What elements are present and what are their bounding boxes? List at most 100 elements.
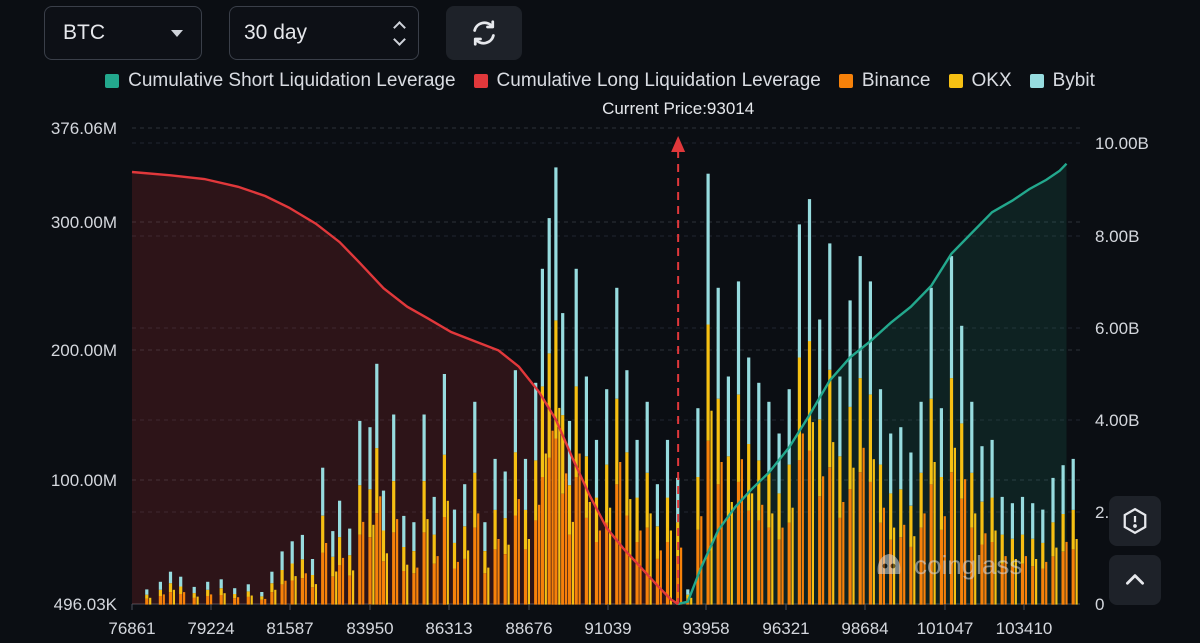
bar-binance (362, 521, 365, 605)
bar-binance (192, 597, 196, 605)
settings-button[interactable] (1109, 496, 1161, 546)
y-left-tick-label: 200.00M (51, 341, 117, 360)
bar-binance (1010, 566, 1014, 605)
bar-binance (381, 561, 386, 605)
bar-binance (933, 462, 936, 605)
bar-okx (422, 481, 426, 533)
bar-binance (970, 527, 974, 605)
bar-bybit (1031, 503, 1035, 539)
bar-binance (594, 542, 599, 605)
bar-okx (1071, 509, 1075, 550)
refresh-button[interactable] (446, 6, 522, 60)
bar-okx (442, 454, 446, 517)
bar-binance (1000, 563, 1004, 605)
bar-okx (547, 353, 551, 458)
legend-label-bybit: Bybit (1052, 70, 1095, 91)
legend-label-short: Cumulative Short Liquidation Leverage (128, 70, 456, 91)
bar-binance (797, 460, 801, 605)
legend-item-long[interactable]: Cumulative Long Liquidation Leverage (473, 70, 821, 92)
legend-item-binance[interactable]: Binance (838, 70, 931, 92)
bar-binance (747, 510, 751, 605)
legend-item-short[interactable]: Cumulative Short Liquidation Leverage (105, 70, 456, 92)
bar-bybit (270, 571, 274, 584)
bar-binance (659, 550, 662, 605)
bar-bybit (473, 401, 477, 473)
settings-icon (1123, 507, 1147, 535)
refresh-icon (473, 20, 495, 46)
bar-okx (503, 518, 507, 554)
bar-binance (609, 507, 612, 605)
bar-binance (680, 547, 683, 605)
bar-okx (625, 452, 629, 516)
bar-okx (828, 369, 832, 468)
bar-okx (899, 489, 903, 538)
bar-bybit (625, 370, 629, 453)
bar-okx (676, 522, 680, 557)
bar-binance (1004, 556, 1007, 605)
bar-bybit (767, 401, 771, 473)
bar-binance (456, 561, 459, 605)
symbol-select[interactable]: BTC (44, 6, 202, 60)
bar-binance (1071, 549, 1075, 605)
bar-binance (669, 530, 672, 605)
bar-okx (158, 589, 162, 596)
bar-binance (615, 484, 619, 605)
bar-bybit (594, 439, 599, 498)
bar-binance (598, 530, 601, 605)
bar-binance (872, 459, 875, 605)
x-tick-label: 91039 (584, 619, 631, 638)
bar-binance (270, 592, 274, 605)
bar-bybit (828, 243, 832, 370)
period-select[interactable]: 30 day (229, 6, 419, 60)
bar-bybit (513, 370, 517, 453)
bar-binance (284, 580, 287, 605)
bar-okx (1031, 538, 1035, 567)
legend-swatch-short (105, 74, 120, 88)
x-tick-label: 83950 (346, 619, 393, 638)
bar-bybit (206, 581, 210, 590)
bar-binance (338, 565, 342, 605)
bar-okx (797, 357, 801, 461)
bar-okx (463, 526, 467, 559)
bar-bybit (280, 551, 284, 570)
bar-binance (736, 481, 741, 605)
bar-bybit (348, 528, 352, 556)
bar-binance (578, 453, 581, 605)
bar-okx (767, 472, 771, 528)
bar-okx (233, 593, 237, 599)
symbol-select-value: BTC (63, 21, 105, 44)
bar-bybit (412, 522, 416, 551)
scroll-top-button[interactable] (1109, 555, 1161, 605)
bar-binance (1075, 539, 1078, 605)
legend-item-bybit[interactable]: Bybit (1029, 70, 1095, 92)
bar-okx (554, 320, 558, 439)
bar-bybit (970, 401, 974, 473)
bar-binance (280, 584, 284, 605)
bar-binance (852, 467, 855, 605)
bar-binance (158, 596, 162, 605)
legend-item-okx[interactable]: OKX (948, 70, 1012, 92)
bar-binance (540, 477, 544, 605)
bar-okx (807, 341, 812, 451)
short-cumulative-line (677, 162, 1068, 606)
bar-binance (527, 539, 530, 605)
y-axis-right: 0 2. 4.00B 6.00B 8.00B 10.00B (1095, 134, 1149, 614)
chevron-down-icon (171, 29, 183, 37)
bar-bybit (939, 408, 943, 477)
bar-binance (838, 517, 842, 605)
bar-okx (747, 444, 751, 511)
bar-bybit (168, 571, 173, 584)
bar-okx (696, 476, 700, 530)
bar-bybit (706, 173, 710, 325)
bar-binance (909, 546, 913, 605)
bar-binance (304, 573, 307, 605)
bar-bybit (655, 484, 659, 527)
bar-binance (517, 499, 520, 605)
bar-okx (368, 489, 372, 538)
bar-binance (842, 502, 845, 605)
bar-binance (561, 493, 565, 605)
chevron-up-icon (1126, 574, 1144, 585)
bar-okx (686, 594, 690, 599)
bar-binance (787, 522, 791, 605)
y-left-tick-label: 376.06M (51, 119, 117, 138)
